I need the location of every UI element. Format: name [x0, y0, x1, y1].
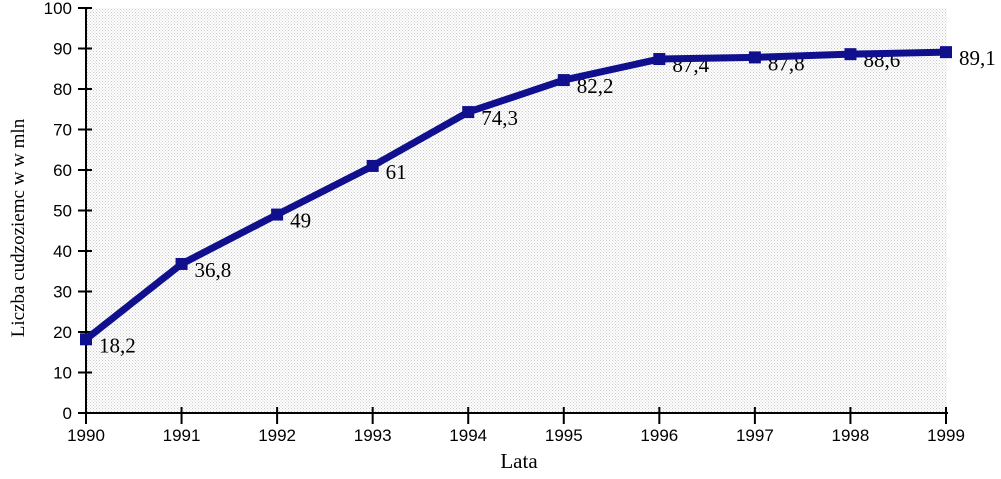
x-tick-label: 1997	[736, 426, 774, 445]
x-tick-label: 1995	[545, 426, 583, 445]
x-tick-label: 1992	[258, 426, 296, 445]
x-tick-label: 1999	[927, 426, 965, 445]
series	[80, 46, 952, 346]
data-point-marker	[748, 51, 761, 64]
y-axis-title: Liczba cudzoziemc w w mln	[8, 118, 29, 337]
data-point-marker	[80, 333, 92, 346]
data-point-marker	[271, 208, 284, 221]
x-tick-label: 1994	[449, 426, 487, 445]
y-tick-label: 60	[53, 161, 72, 180]
x-tick-label: 1993	[354, 426, 392, 445]
y-tick-label: 80	[53, 80, 72, 99]
data-point-marker	[366, 159, 379, 172]
y-tick-label: 70	[53, 121, 72, 140]
data-point-marker	[557, 74, 570, 87]
data-point-marker	[462, 106, 475, 119]
data-point-label: 89,1	[959, 46, 996, 70]
y-tick-label: 90	[53, 40, 72, 59]
data-point-label: 18,2	[99, 333, 136, 357]
y-tick-label: 30	[53, 283, 72, 302]
data-point-label: 49	[290, 209, 311, 233]
y-tick-label: 50	[53, 202, 72, 221]
data-point-label: 61	[386, 160, 407, 184]
y-tick-label: 20	[53, 323, 72, 342]
y-tick-label: 40	[53, 242, 72, 261]
data-point-marker	[844, 48, 857, 61]
data-point-marker	[940, 46, 952, 59]
x-tick-label: 1991	[163, 426, 201, 445]
x-tick-label: 1990	[67, 426, 105, 445]
plot-area-background	[87, 8, 947, 413]
y-tick-label: 10	[53, 364, 72, 383]
y-tick-label: 100	[44, 0, 72, 18]
x-axis-title: Lata	[500, 449, 538, 473]
data-point-marker	[175, 257, 188, 270]
data-point-label: 74,3	[481, 106, 518, 130]
series-line	[82, 48, 950, 343]
x-tick-label: 1996	[640, 426, 678, 445]
axes	[78, 7, 948, 424]
x-tick-label: 1998	[832, 426, 870, 445]
y-tick-label: 0	[63, 404, 72, 423]
tick-labels: 0 10 20 30 40 50 60 70 80 90 100 1990 1991 1992 1993 19…	[44, 0, 965, 445]
data-point-label: 36,8	[195, 258, 232, 282]
data-point-marker	[653, 53, 666, 66]
